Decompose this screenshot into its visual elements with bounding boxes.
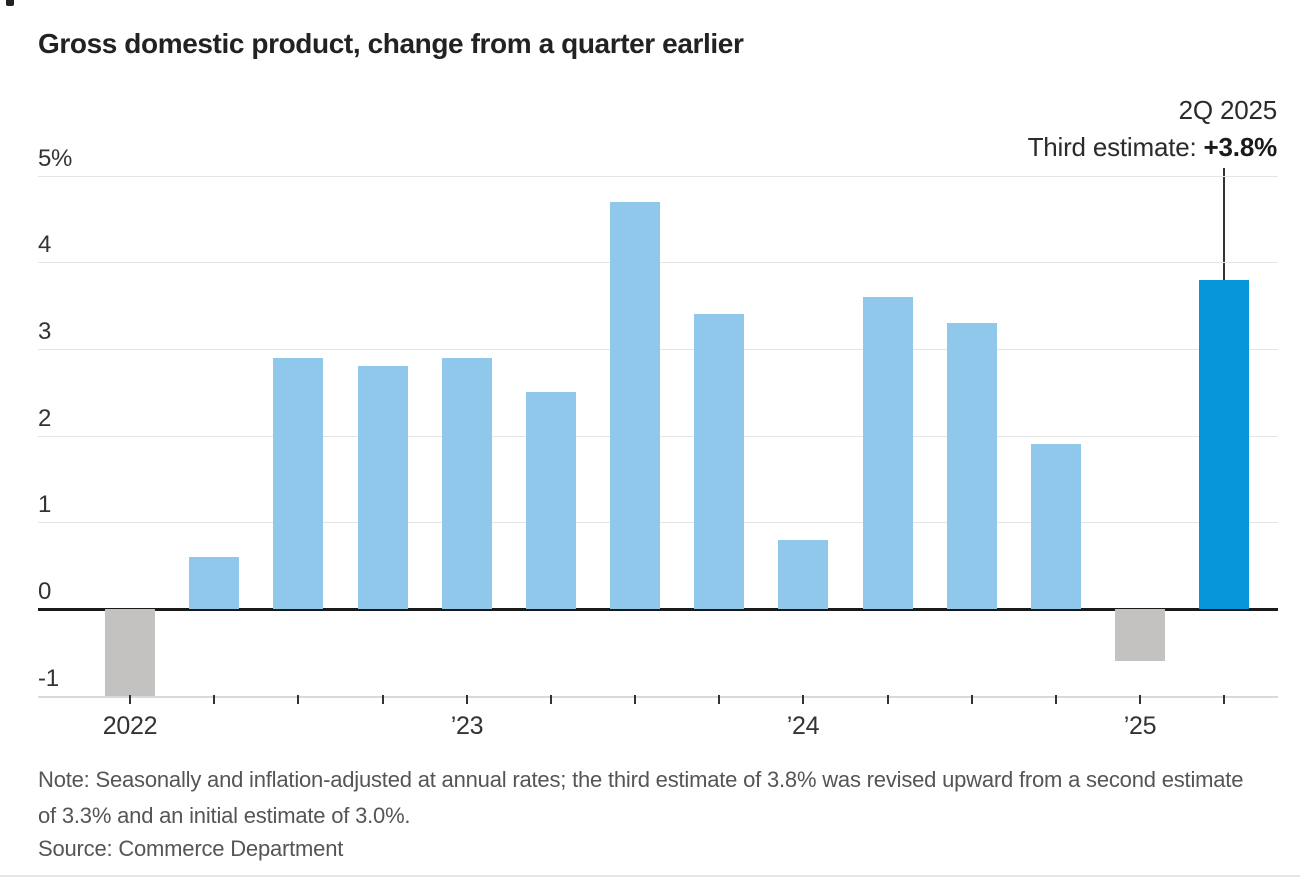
annotation-quarter: 2Q 2025	[1178, 95, 1278, 125]
x-axis-tick	[971, 695, 973, 704]
y-axis-label: 3	[38, 318, 52, 345]
x-axis-tick	[802, 695, 804, 704]
bar-2023-q2	[526, 392, 576, 609]
bar-2022-q3	[273, 358, 323, 609]
x-axis-line	[38, 696, 1278, 698]
chart-title: Gross domestic product, change from a qu…	[38, 28, 744, 59]
x-axis-tick	[550, 695, 552, 704]
x-axis-tick	[213, 695, 215, 704]
screen-edge-artifact	[6, 0, 14, 6]
x-axis-tick	[1139, 695, 1141, 704]
bar-2023-q1	[442, 358, 492, 609]
x-axis-tick	[129, 695, 131, 704]
bar-2025-q1	[1115, 609, 1165, 661]
bottom-divider	[0, 875, 1300, 877]
x-axis-tick	[634, 695, 636, 704]
x-axis-label: ’23	[450, 712, 484, 740]
x-axis-label: ’24	[786, 712, 820, 740]
x-axis-tick	[297, 695, 299, 704]
y-axis-label: -1	[38, 665, 59, 692]
gridline	[38, 176, 1278, 177]
bar-2024-q4	[1031, 444, 1081, 609]
source-line: Source: Commerce Department	[38, 836, 344, 861]
y-axis-label: 0	[38, 578, 52, 605]
x-axis-tick	[718, 695, 720, 704]
x-axis-tick	[1055, 695, 1057, 704]
y-axis-label: 5%	[38, 145, 73, 172]
bar-2024-q3	[947, 323, 997, 609]
bar-2022-q4	[358, 366, 408, 609]
bar-2024-q1	[778, 540, 828, 609]
footnote: Note: Seasonally and inflation-adjusted …	[38, 767, 1244, 828]
x-axis-label: ’25	[1123, 712, 1157, 740]
annotation-value: +3.8%	[1203, 132, 1278, 162]
x-axis-tick	[382, 695, 384, 704]
bar-2025-q2	[1199, 280, 1249, 609]
zero-baseline	[38, 608, 1278, 611]
y-axis-label: 4	[38, 231, 52, 258]
y-axis-label: 2	[38, 405, 52, 432]
x-axis-tick	[887, 695, 889, 704]
y-axis-label: 1	[38, 491, 52, 518]
annotation-estimate: Third estimate: +3.8%	[1027, 132, 1278, 162]
bar-2024-q2	[863, 297, 913, 609]
bar-2022-q2	[189, 557, 239, 609]
bar-2023-q3	[610, 202, 660, 609]
bar-2022-q1	[105, 609, 155, 696]
bar-2023-q4	[694, 314, 744, 609]
annotation-callout-line	[1223, 168, 1225, 280]
x-axis-label: 2022	[102, 712, 158, 740]
x-axis-tick	[1223, 695, 1225, 704]
x-axis-tick	[466, 695, 468, 704]
highlight-annotation: 2Q 2025 Third estimate: +3.8%	[1027, 92, 1278, 166]
